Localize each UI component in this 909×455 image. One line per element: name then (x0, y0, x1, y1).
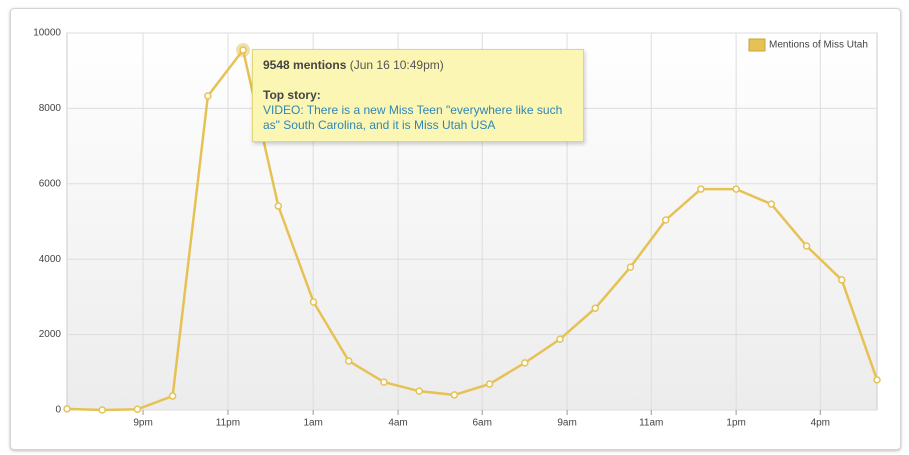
point (239, 46, 247, 54)
point (204, 92, 212, 100)
x-tick-label: 4am (388, 418, 407, 429)
point (168, 392, 177, 400)
x-tick-label: 1pm (726, 418, 745, 429)
point (344, 357, 353, 365)
point (697, 185, 705, 193)
legend-label: Mentions of Miss Utah (769, 40, 868, 51)
tooltip-count: 9548 mentions (263, 58, 347, 72)
point (415, 387, 423, 395)
point (380, 378, 388, 386)
point (485, 380, 494, 388)
y-tick-label: 8000 (39, 103, 62, 114)
point (838, 276, 846, 284)
tooltip-heading: Top story: (263, 88, 321, 102)
point (661, 216, 670, 224)
x-tick-label: 9am (557, 418, 576, 429)
y-tick-label: 0 (55, 405, 61, 416)
point (98, 406, 106, 414)
y-tick-label: 10000 (33, 28, 61, 39)
point (63, 405, 71, 413)
x-tick-label: 9pm (133, 418, 152, 429)
story-link[interactable]: VIDEO: There is a new Miss Teen "everywh… (263, 103, 563, 132)
line-series (66, 47, 879, 412)
tooltip: 9548 mentions (Jun 16 10:49pm) Top story… (252, 49, 584, 142)
point (521, 359, 529, 367)
x-tick-label: 11am (639, 418, 663, 429)
x-tick-label: 1am (303, 418, 322, 429)
y-tick-label: 2000 (39, 329, 62, 340)
point (133, 405, 142, 413)
y-tick-label: 4000 (39, 254, 62, 265)
legend-swatch (748, 38, 766, 52)
point (802, 242, 811, 250)
point (556, 335, 564, 343)
point (591, 304, 600, 312)
y-tick-label: 6000 (39, 178, 62, 189)
tooltip-date: (Jun 16 10:49pm) (349, 58, 444, 72)
x-tick-label: 6am (472, 418, 491, 429)
tooltip-title: 9548 mentions (Jun 16 10:49pm) (263, 58, 444, 72)
point (450, 391, 459, 399)
point (274, 202, 283, 210)
point (309, 298, 318, 306)
point (767, 200, 776, 208)
point (626, 263, 635, 271)
point (873, 376, 881, 384)
x-tick-label: 11pm (216, 418, 240, 429)
point (732, 185, 740, 193)
x-tick-label: 4pm (811, 418, 830, 429)
